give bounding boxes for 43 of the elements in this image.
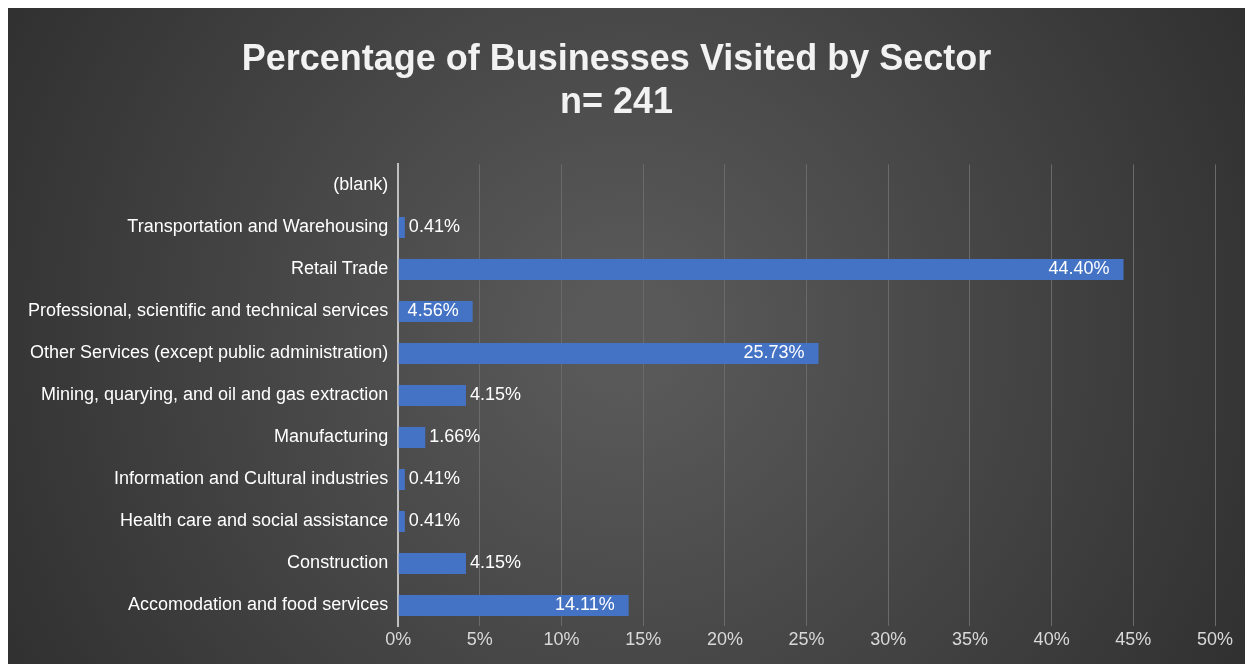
y-tick-label: Information and Cultural industries bbox=[114, 468, 389, 489]
y-tick-label: Transportation and Warehousing bbox=[127, 216, 389, 237]
bar bbox=[398, 552, 466, 574]
bar bbox=[398, 342, 819, 364]
data-label: 4.15% bbox=[469, 552, 522, 573]
data-label: 44.40% bbox=[1048, 258, 1110, 279]
y-tick-label: Health care and social assistance bbox=[120, 510, 389, 531]
bar bbox=[398, 468, 405, 490]
bar bbox=[398, 510, 405, 532]
data-label: 25.73% bbox=[743, 342, 805, 363]
y-tick-label: Manufacturing bbox=[274, 426, 389, 447]
x-tick-label: 0% bbox=[385, 629, 412, 650]
y-tick-label: Construction bbox=[287, 552, 389, 573]
x-tick-label: 15% bbox=[625, 629, 662, 650]
x-tick-label: 45% bbox=[1115, 629, 1152, 650]
data-label: 4.15% bbox=[469, 384, 522, 405]
data-label: 4.56% bbox=[407, 300, 459, 321]
y-tick-label: Other Services (except public administration) bbox=[30, 342, 389, 363]
data-label: 1.66% bbox=[429, 426, 481, 447]
chart-subtitle: n= 241 bbox=[559, 79, 674, 121]
bar bbox=[398, 426, 426, 448]
bar bbox=[398, 216, 405, 238]
y-tick-label: Accomodation and food services bbox=[128, 594, 389, 615]
bar bbox=[398, 384, 466, 406]
x-tick-label: 5% bbox=[466, 629, 493, 650]
bar bbox=[398, 594, 629, 616]
y-tick-label: (blank) bbox=[333, 174, 389, 195]
data-label: 0.41% bbox=[408, 468, 460, 489]
y-tick-label: Mining, quarying, and oil and gas extraction bbox=[40, 384, 389, 405]
x-tick-label: 30% bbox=[870, 629, 907, 650]
data-label: 0.41% bbox=[408, 510, 460, 531]
x-tick-label: 25% bbox=[788, 629, 825, 650]
x-tick-label: 20% bbox=[706, 629, 743, 650]
x-tick-label: 40% bbox=[1033, 629, 1070, 650]
chart-title: Percentage of Businesses Visited by Sector bbox=[241, 36, 992, 78]
y-tick-label: Professional, scientific and technical services bbox=[28, 300, 389, 321]
x-tick-label: 10% bbox=[543, 629, 580, 650]
x-tick-label: 35% bbox=[951, 629, 988, 650]
data-label: 14.11% bbox=[554, 594, 615, 615]
y-tick-label: Retail Trade bbox=[291, 258, 389, 279]
data-label: 0.41% bbox=[408, 216, 460, 237]
x-tick-label: 50% bbox=[1196, 629, 1234, 650]
bar bbox=[398, 258, 1124, 280]
